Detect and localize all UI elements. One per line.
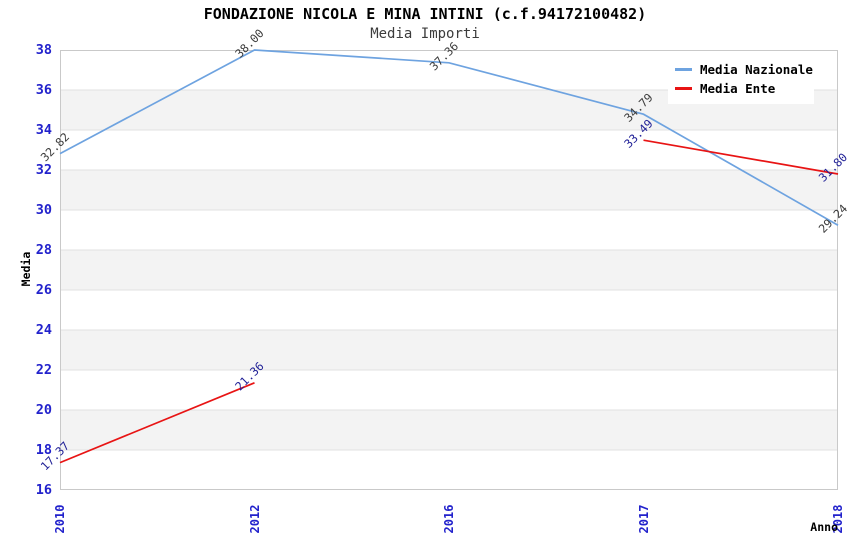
svg-text:37.36: 37.36 [427, 39, 461, 73]
y-tick-label: 34 [35, 122, 52, 138]
y-tick-label: 16 [35, 482, 52, 498]
y-tick-label: 32 [35, 162, 52, 178]
y-tick-label: 26 [35, 282, 52, 298]
legend-swatch-blue-line-icon [675, 68, 692, 71]
x-tick-label: 2012 [247, 504, 262, 534]
y-tick-label: 36 [35, 82, 52, 98]
legend-swatch-red-line-icon [675, 87, 692, 90]
x-tick-label: 2016 [442, 504, 456, 534]
y-tick-label: 24 [35, 322, 52, 338]
legend-item-media-nazionale: Media Nazionale [668, 60, 814, 79]
x-tick-label: 2010 [53, 504, 67, 534]
legend-label-media-nazionale: Media Nazionale [700, 62, 813, 77]
y-tick-label: 22 [35, 362, 52, 378]
legend-item-media-ente: Media Ente [668, 79, 814, 98]
chart-title: FONDAZIONE NICOLA E MINA INTINI (c.f.941… [203, 5, 647, 23]
legend: Media Nazionale Media Ente [668, 55, 814, 104]
legend-label-media-ente: Media Ente [700, 81, 776, 96]
chart-subtitle: Media Importi [370, 26, 480, 42]
x-tick-label: 2017 [636, 504, 651, 534]
y-tick-label: 20 [35, 402, 52, 418]
y-tick-label: 28 [35, 242, 52, 258]
plot-area: 32.82 38.00 37.36 34.79 29.24 17.37 21.36 33.49… [38, 26, 850, 490]
x-axis-title: Anno [810, 520, 838, 534]
y-tick-label: 38 [35, 42, 52, 58]
y-tick-label: 30 [35, 202, 52, 218]
y-tick-label: 18 [35, 442, 52, 458]
